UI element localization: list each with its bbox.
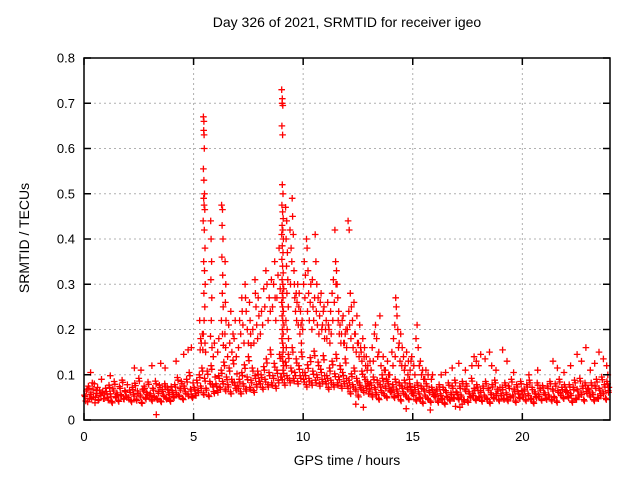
x-tick-label: 5 bbox=[190, 429, 197, 444]
y-tick-label: 0.4 bbox=[57, 232, 75, 247]
data-points bbox=[81, 86, 613, 418]
y-tick-label: 0.6 bbox=[57, 141, 75, 156]
y-tick-label: 0.3 bbox=[57, 277, 75, 292]
y-tick-label: 0 bbox=[68, 413, 75, 428]
x-tick-label: 15 bbox=[406, 429, 420, 444]
y-tick-label: 0.2 bbox=[57, 322, 75, 337]
x-tick-label: 20 bbox=[515, 429, 529, 444]
x-axis-title: GPS time / hours bbox=[293, 452, 401, 468]
chart-title: Day 326 of 2021, SRMTID for receiver ige… bbox=[212, 14, 482, 30]
x-tick-label: 0 bbox=[80, 429, 87, 444]
y-tick-label: 0.1 bbox=[57, 367, 75, 382]
plot-border bbox=[83, 57, 611, 421]
x-tick-label: 10 bbox=[296, 429, 310, 444]
y-tick-label: 0.7 bbox=[57, 96, 75, 111]
y-tick-label: 0.8 bbox=[57, 51, 75, 66]
y-tick-label: 0.5 bbox=[57, 186, 75, 201]
